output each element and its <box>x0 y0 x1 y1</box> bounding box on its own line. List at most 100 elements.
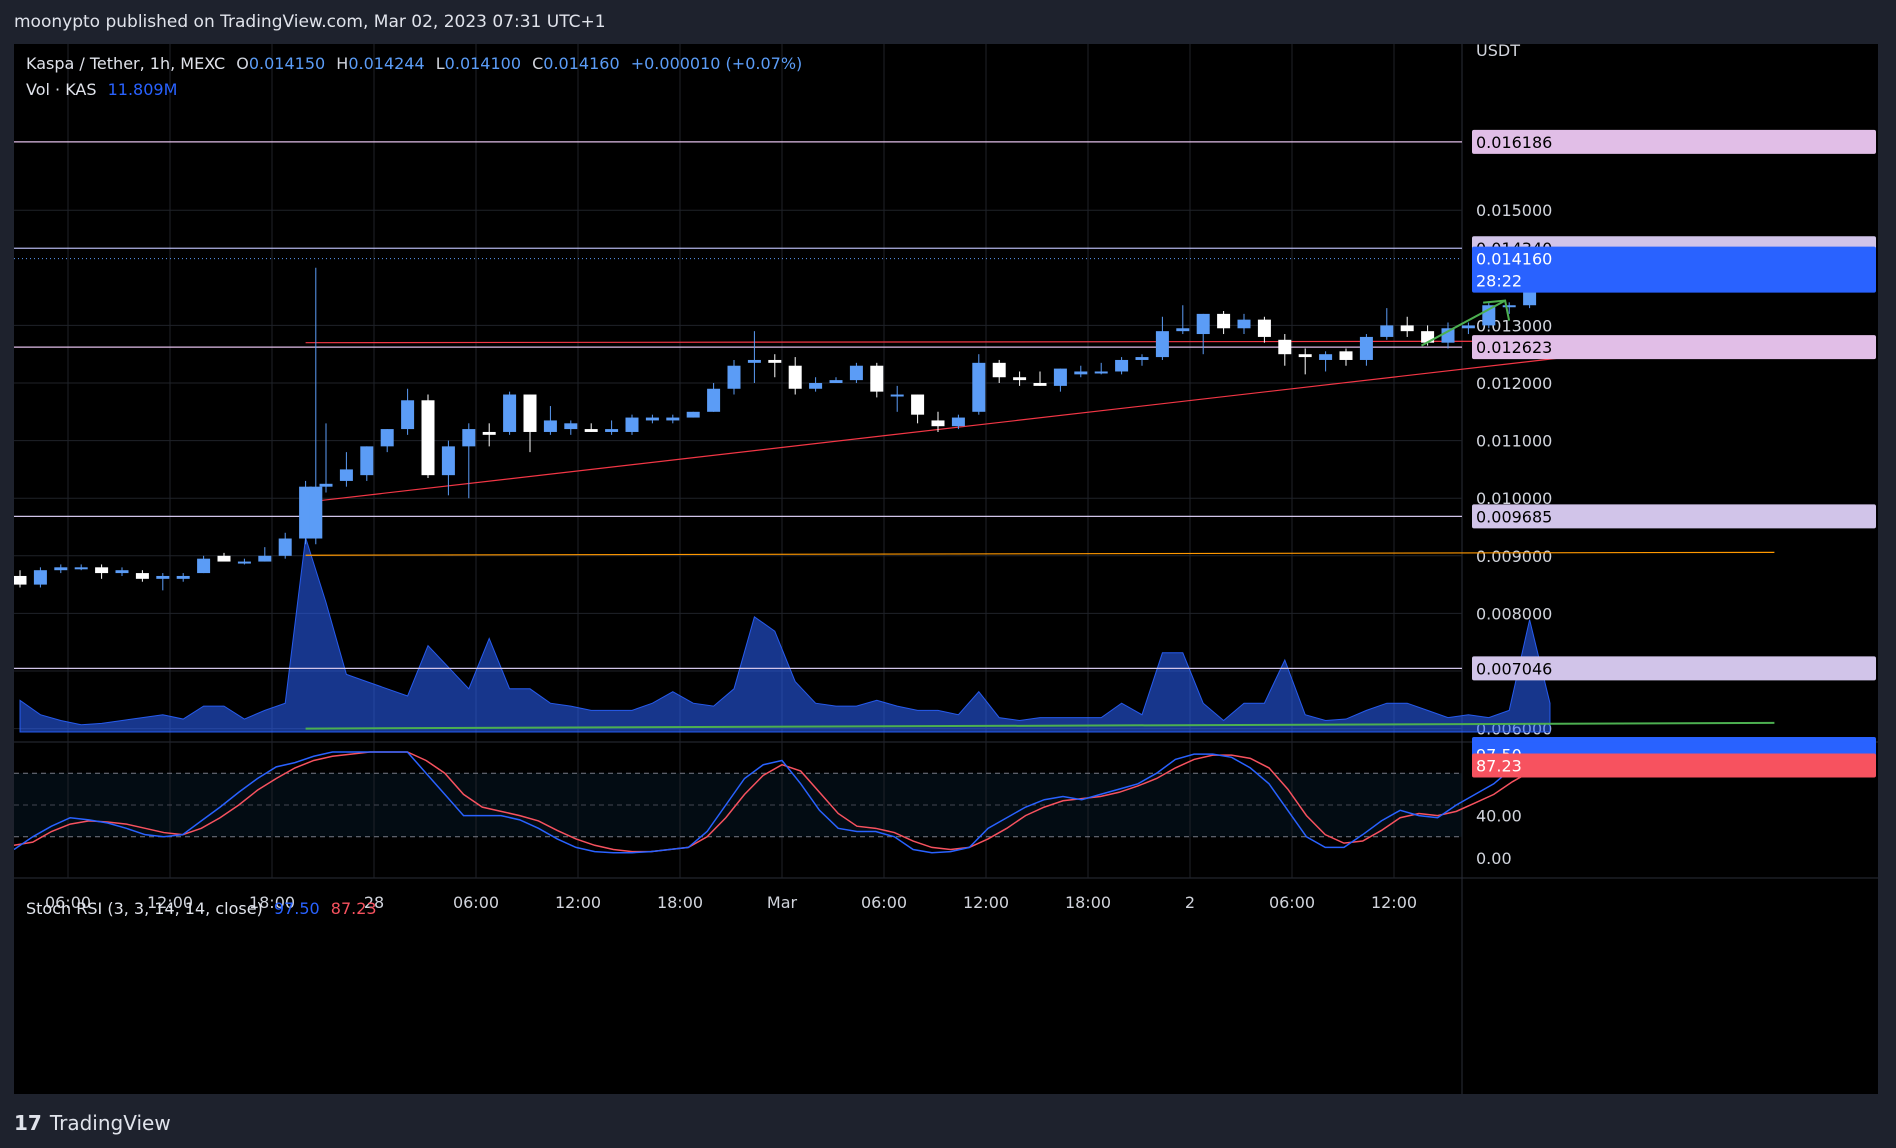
time-tick-label: 06:00 <box>1269 893 1315 912</box>
candle-body <box>849 365 863 381</box>
candle-body <box>156 575 170 579</box>
time-tick-label: 12:00 <box>147 893 193 912</box>
candle-body <box>625 417 639 432</box>
candle-body <box>1115 359 1129 372</box>
time-tick-label: 06:00 <box>453 893 499 912</box>
candle-body <box>645 417 659 421</box>
candle-body <box>135 573 149 579</box>
trend-line <box>305 551 1775 556</box>
candle-body <box>217 555 231 562</box>
candle-body <box>1176 328 1190 332</box>
rsi-label[interactable]: Stoch RSI (3, 3, 14, 14, close) <box>26 899 263 918</box>
price-axis-label-bg <box>1472 335 1876 360</box>
time-tick-label: 2 <box>1185 893 1195 912</box>
price-axis-label-countdown: 28:22 <box>1476 272 1522 291</box>
candle-body <box>523 394 537 432</box>
rsi-tick-label: 0.00 <box>1476 849 1512 868</box>
candle-body <box>666 417 680 421</box>
candle-body <box>727 365 741 389</box>
candle-body <box>829 380 843 383</box>
time-tick-label: 12:00 <box>1371 893 1417 912</box>
candle-body <box>503 394 517 432</box>
ohlc-low: L0.014100 <box>435 54 522 73</box>
candle-body <box>1441 328 1455 343</box>
candle-body <box>14 575 27 585</box>
stoch-d-line <box>14 751 1551 853</box>
ohlc-high: H0.014244 <box>336 54 425 73</box>
time-tick-label: 12:00 <box>555 893 601 912</box>
candle-body <box>1298 354 1312 358</box>
candle-body <box>197 558 211 574</box>
candle-body <box>1094 371 1108 374</box>
candle-body <box>1339 351 1353 360</box>
time-tick-label: 18:00 <box>1065 893 1111 912</box>
candle-body <box>258 555 272 562</box>
volume-area <box>19 537 1551 733</box>
candle-body <box>1013 377 1027 381</box>
candle-body <box>931 420 945 427</box>
rsi-legend: Stoch RSI (3, 3, 14, 14, close) 97.50 87… <box>26 899 383 918</box>
time-tick-label: 06:00 <box>861 893 907 912</box>
rsi-tick-label: 40.00 <box>1476 807 1522 826</box>
time-tick-label: Mar <box>767 893 798 912</box>
candle-body <box>1278 339 1292 355</box>
candle-body <box>482 431 496 435</box>
candle-body <box>1074 371 1088 375</box>
rsi-k-value: 97.50 <box>273 899 320 918</box>
tradingview-footer[interactable]: 17 TradingView <box>14 1108 171 1138</box>
candle-body <box>309 486 323 539</box>
tradingview-brand: TradingView <box>49 1111 171 1135</box>
time-tick-label: 06:00 <box>45 893 91 912</box>
candle-body <box>1400 325 1414 332</box>
candle-body <box>911 394 925 415</box>
candle-body <box>1135 357 1149 360</box>
price-axis-label-bg <box>1472 246 1876 293</box>
symbol-name[interactable]: Kaspa / Tether, 1h, MEXC <box>26 54 226 73</box>
candle-body <box>605 429 619 432</box>
candle-body <box>788 365 802 389</box>
candle-body <box>707 388 721 412</box>
price-axis-label: 0.009685 <box>1476 507 1552 526</box>
price-tick-label: 0.011000 <box>1476 432 1552 451</box>
chart-background <box>14 44 1878 1094</box>
volume-legend: Vol · KAS 11.809M <box>26 80 183 99</box>
candle-body <box>1257 319 1271 337</box>
ohlc-open: O0.014150 <box>236 54 326 73</box>
candle-body <box>1502 305 1516 308</box>
publish-info: moonypto published on TradingView.com, M… <box>14 12 606 32</box>
candle-body <box>768 359 782 363</box>
price-tick-label: 0.012000 <box>1476 374 1552 393</box>
price-tick-label: 0.008000 <box>1476 604 1552 623</box>
stoch-k-line <box>14 751 1551 854</box>
time-tick-label: 18:00 <box>249 893 295 912</box>
candle-body <box>890 394 904 397</box>
candle-body <box>1421 331 1435 343</box>
candle-body <box>380 429 394 447</box>
price-axis-label-bg <box>1472 656 1876 681</box>
trend-arrow-head <box>1483 299 1511 321</box>
candle-body <box>360 446 374 476</box>
price-tick-label: 0.009000 <box>1476 547 1552 566</box>
candle-body <box>951 417 965 427</box>
candle-body <box>237 561 251 564</box>
candle-body <box>686 411 700 418</box>
trend-line <box>315 342 1693 502</box>
price-axis-label-bg <box>1472 129 1876 154</box>
tradingview-logo-icon: 17 <box>14 1111 42 1135</box>
candle-body <box>1359 336 1373 360</box>
candle-body <box>95 567 109 574</box>
candle-body <box>33 570 47 585</box>
price-chart[interactable]: 0.0060000.0070000.0080000.0090000.010000… <box>14 44 1878 1094</box>
chart-area[interactable]: 0.0060000.0070000.0080000.0090000.010000… <box>14 44 1878 1094</box>
candle-body <box>1319 354 1333 360</box>
volume-label[interactable]: Vol · KAS <box>26 80 97 99</box>
ohlc-change: +0.000010 (+0.07%) <box>630 54 803 73</box>
volume-value: 11.809M <box>107 80 178 99</box>
candle-body <box>1155 331 1169 358</box>
price-axis-label-bg <box>1472 504 1876 529</box>
candle-body <box>809 383 823 389</box>
candle-body <box>462 429 476 447</box>
candle-body <box>972 362 986 412</box>
price-axis-label: 0.012623 <box>1476 338 1552 357</box>
candle-body <box>1196 313 1210 335</box>
